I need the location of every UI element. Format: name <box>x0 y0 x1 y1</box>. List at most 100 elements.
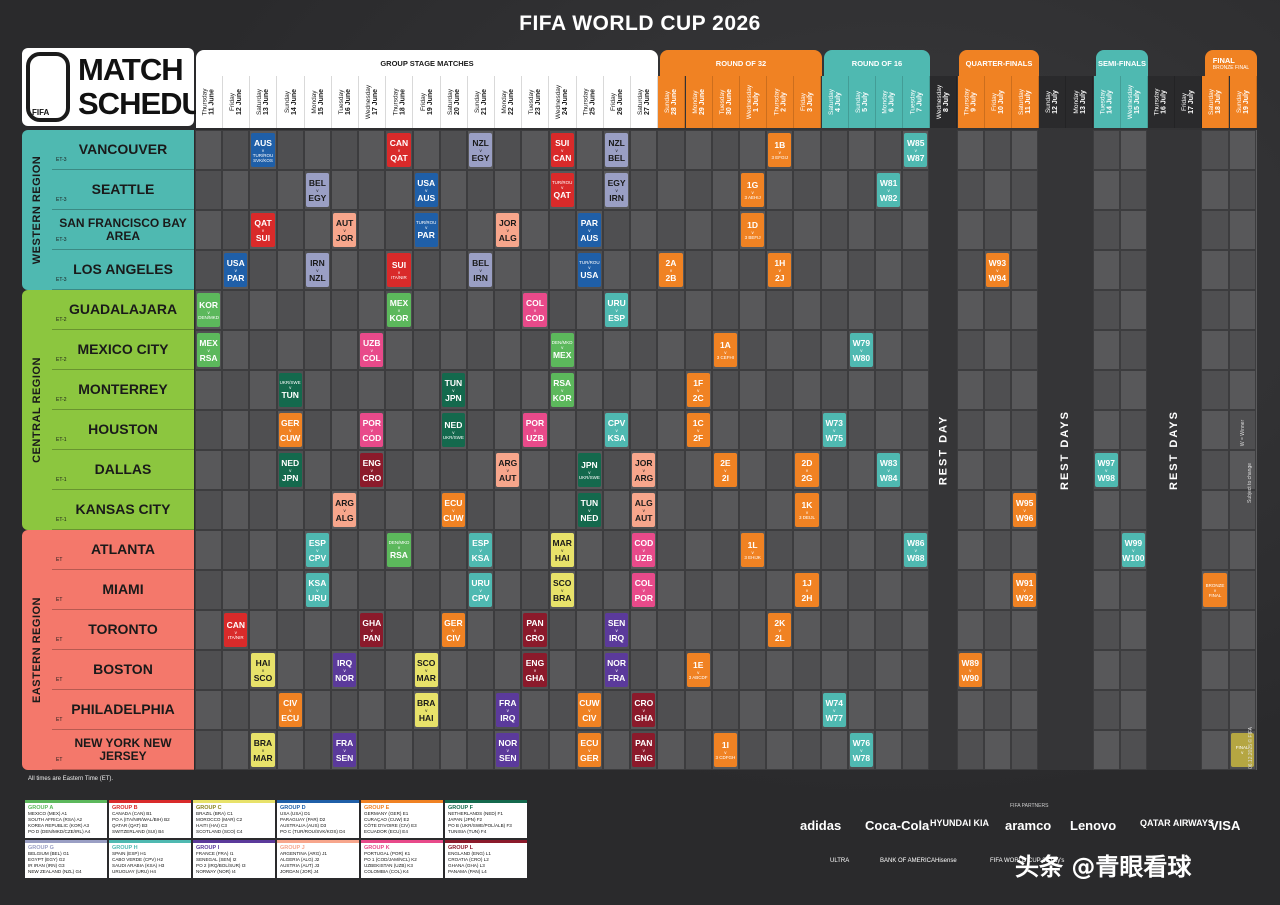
grid-cell <box>847 570 875 610</box>
grid-cell <box>222 170 250 210</box>
group-team: CURAÇAO (CUW) E2 <box>364 817 410 822</box>
city-4: GUADALAJARA ET-2 <box>52 290 194 330</box>
team-b: NED <box>580 512 599 523</box>
team-a: URU <box>471 577 490 588</box>
date-label: Sunday 19 July <box>1236 90 1250 114</box>
grid-cell <box>820 290 848 330</box>
date-38: Sunday 19 July <box>1229 76 1257 128</box>
grid-cell <box>1201 210 1229 250</box>
team-b: ECU <box>281 712 300 723</box>
group-team: PO B (UKR/SWE/POL/ALB) F3 <box>448 823 512 828</box>
vs-sep: v <box>914 147 917 153</box>
stage-3: QUARTER-FINALS <box>959 50 1039 76</box>
team-b: QAT <box>390 152 408 163</box>
grid-cell <box>902 730 930 770</box>
team-b: FRA <box>607 672 626 683</box>
group-team: UZBEKISTAN (UZB) K3 <box>364 863 413 868</box>
match: 1C v 2F <box>686 413 710 447</box>
sponsor-6: VISA <box>1210 818 1241 833</box>
match: GER v CUW <box>278 413 302 447</box>
grid-cell <box>793 370 821 410</box>
grid-cell <box>521 730 549 770</box>
team-b: POR <box>634 592 653 603</box>
grid-cell <box>222 490 250 530</box>
date-label: Wednesday 17 June <box>365 85 379 119</box>
match: CAN v ITA/NIR <box>224 613 248 647</box>
grid-cell <box>385 170 413 210</box>
grid-cell <box>358 130 386 170</box>
group-title: GROUP B <box>112 805 138 811</box>
team-a: PAR <box>580 217 599 228</box>
group-box-group-h: GROUP H SPAIN (ESP) H1 CABO VERDE (CPV) H2… <box>109 840 191 878</box>
grid-cell <box>684 330 712 370</box>
grid-cell <box>956 410 984 450</box>
grid-cell <box>412 250 440 290</box>
vs-sep: v <box>588 747 591 753</box>
grid-cell <box>521 530 549 570</box>
grid-cell <box>494 170 522 210</box>
group-team: GERMANY (GER) E1 <box>364 811 409 816</box>
grid-cell <box>820 330 848 370</box>
match: TUR/ROU v QAT <box>550 173 574 207</box>
vs-sep: v <box>316 587 319 593</box>
group-box-group-i: GROUP I FRANCE (FRA) I1 SENEGAL (SEN) I2 PO… <box>193 840 275 878</box>
grid-cell <box>1228 610 1256 650</box>
day: 14 June <box>290 88 298 116</box>
team-a: 1B <box>774 140 786 150</box>
grid-cell <box>956 130 984 170</box>
match: RSA v KOR <box>550 373 574 407</box>
match: SEN v IRQ <box>605 613 629 647</box>
team-a: KSA <box>308 577 327 588</box>
city-name: NEW YORK NEW JERSEY <box>74 735 172 763</box>
grid-cell <box>439 690 467 730</box>
grid-cell <box>439 210 467 250</box>
date-label: Monday 29 June <box>692 89 706 115</box>
vs-sep: v <box>479 587 482 593</box>
logo-line1: MATCH <box>78 52 184 87</box>
watermark: 头条 @青眼看球 <box>1015 853 1192 881</box>
day: 22 June <box>508 88 516 116</box>
grid-cell <box>303 210 331 250</box>
weekday: Thursday <box>963 88 971 116</box>
grid-cell <box>494 370 522 410</box>
group-title: GROUP D <box>280 805 306 811</box>
grid-cell <box>548 650 576 690</box>
grid-cell <box>276 250 304 290</box>
team-b: TUR/ROU SVK/KOS <box>252 152 274 163</box>
grid-cell <box>1011 330 1039 370</box>
match: AUT v JOR <box>333 213 357 247</box>
day: 2 July <box>780 92 788 112</box>
team-a: JOR <box>499 217 517 228</box>
grid-cell <box>956 250 984 290</box>
city-6: MONTERREY ET-2 <box>52 370 194 410</box>
grid-cell <box>847 450 875 490</box>
team-b: MAR <box>416 672 436 683</box>
grid-cell <box>276 650 304 690</box>
weekday: Saturday <box>827 88 835 116</box>
date-label: Sunday 21 June <box>474 89 488 115</box>
grid-cell <box>630 170 658 210</box>
grid-cell <box>657 610 685 650</box>
date-label: Wednesday 15 July <box>1127 85 1141 119</box>
match: 1D v 3 BEFIJ <box>741 213 765 247</box>
date-label: Friday 3 July <box>800 92 814 112</box>
match: COD v UZB <box>632 533 656 567</box>
vs-sep: v <box>452 627 455 633</box>
city-et: ET <box>56 757 63 763</box>
team-a: POR <box>525 417 545 428</box>
match: W91 v W92 <box>1013 573 1037 607</box>
date-32: Monday 13 July <box>1066 76 1094 128</box>
grid-cell <box>1119 690 1147 730</box>
grid-cell <box>1092 290 1120 330</box>
grid-cell <box>875 690 903 730</box>
grid-cell <box>1228 170 1256 210</box>
match: IRN v NZL <box>305 253 329 287</box>
region-name: CENTRAL REGION <box>31 357 43 463</box>
grid-cell <box>494 570 522 610</box>
day: 14 July <box>1106 90 1114 114</box>
team-b: CRO <box>362 472 382 483</box>
day: 18 June <box>399 88 407 116</box>
team-b: W98 <box>1097 472 1115 483</box>
grid-cell <box>956 210 984 250</box>
team-a: NED <box>444 420 463 430</box>
